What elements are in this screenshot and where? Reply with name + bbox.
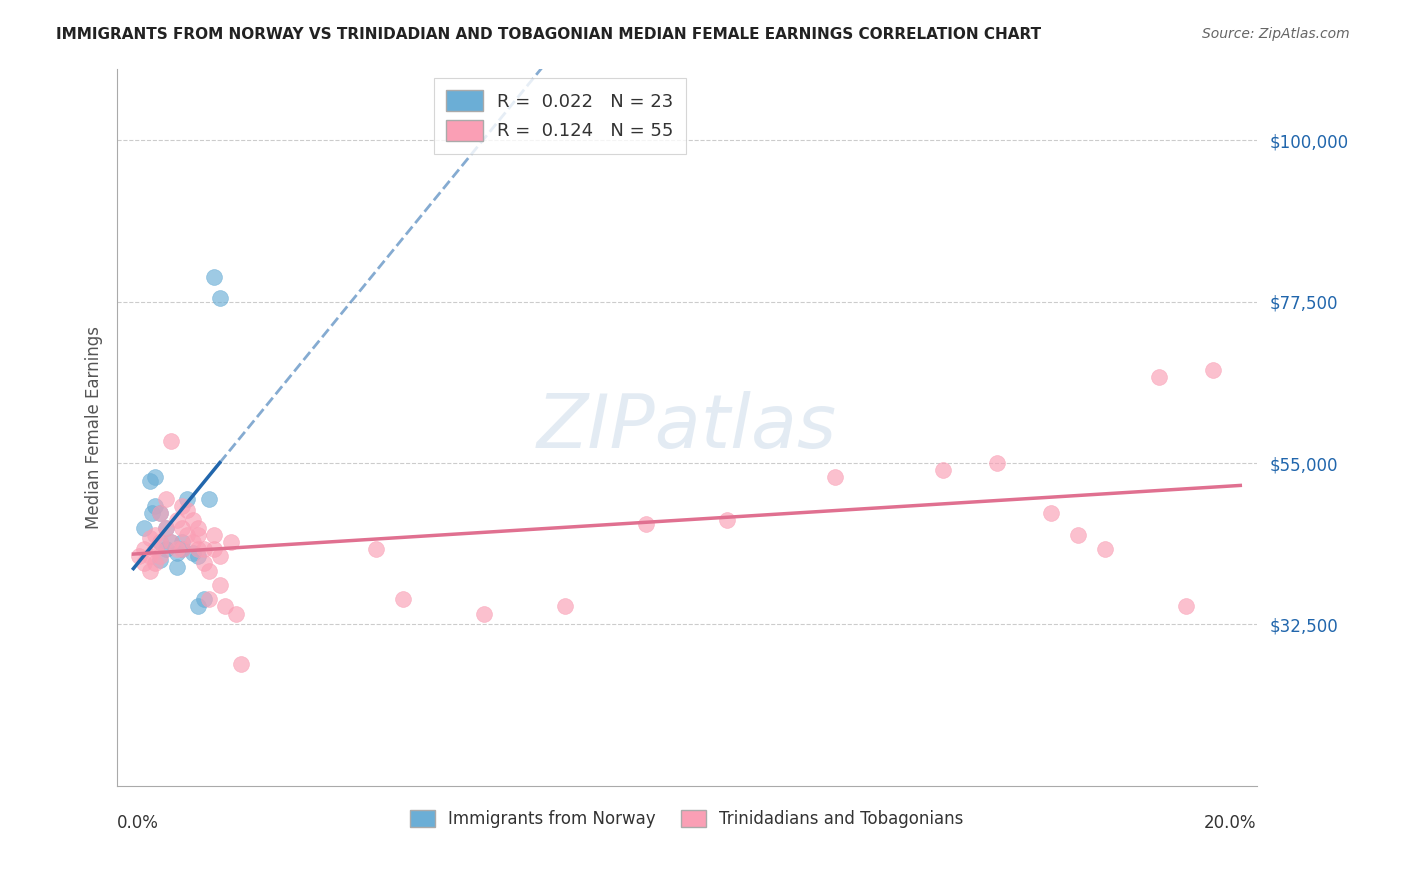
Point: [138, 532, 160, 546]
Point: [143, 542, 166, 557]
Point: [716, 513, 738, 527]
Point: [155, 542, 177, 557]
Point: [170, 542, 193, 557]
Point: [1067, 527, 1090, 541]
Point: [554, 599, 576, 614]
Point: [155, 520, 177, 534]
Point: [143, 470, 166, 484]
Point: [166, 513, 188, 527]
Point: [1040, 506, 1063, 520]
Point: [193, 557, 215, 571]
Point: [160, 434, 183, 449]
Point: [149, 553, 172, 567]
Point: [160, 535, 183, 549]
Point: [472, 607, 495, 621]
Point: [143, 557, 166, 571]
Point: [141, 506, 163, 520]
Point: [198, 491, 221, 506]
Point: [202, 527, 225, 541]
Point: [149, 535, 172, 549]
Point: [155, 491, 177, 506]
Point: [1094, 542, 1116, 557]
Point: [202, 269, 225, 284]
Point: [193, 592, 215, 607]
Point: [134, 520, 156, 534]
Point: [149, 506, 172, 520]
Point: [986, 456, 1008, 470]
Point: [231, 657, 253, 671]
Point: [225, 607, 247, 621]
Point: [170, 499, 193, 513]
Point: [134, 542, 156, 557]
Point: [187, 520, 209, 534]
Text: 0.0%: 0.0%: [117, 814, 159, 832]
Point: [932, 463, 955, 477]
Point: [176, 527, 198, 541]
Point: [170, 520, 193, 534]
Text: ZIPatlas: ZIPatlas: [537, 392, 837, 463]
Point: [138, 564, 160, 578]
Point: [138, 549, 160, 564]
Point: [392, 592, 415, 607]
Point: [170, 535, 193, 549]
Point: [198, 592, 221, 607]
Point: [1202, 363, 1225, 377]
Point: [824, 470, 846, 484]
Point: [1149, 370, 1171, 384]
Point: [208, 291, 231, 305]
Point: [198, 564, 221, 578]
Point: [208, 578, 231, 592]
Legend: Immigrants from Norway, Trinidadians and Tobagonians: Immigrants from Norway, Trinidadians and…: [404, 804, 970, 835]
Point: [176, 502, 198, 516]
Point: [187, 549, 209, 564]
Point: [181, 535, 204, 549]
Point: [214, 599, 236, 614]
Point: [170, 542, 193, 557]
Point: [155, 520, 177, 534]
Text: Source: ZipAtlas.com: Source: ZipAtlas.com: [1202, 27, 1350, 41]
Text: IMMIGRANTS FROM NORWAY VS TRINIDADIAN AND TOBAGONIAN MEDIAN FEMALE EARNINGS CORR: IMMIGRANTS FROM NORWAY VS TRINIDADIAN AN…: [56, 27, 1042, 42]
Point: [366, 542, 388, 557]
Point: [134, 557, 156, 571]
Point: [636, 516, 658, 531]
Point: [128, 549, 150, 564]
Point: [181, 546, 204, 560]
Point: [202, 542, 225, 557]
Y-axis label: Median Female Earnings: Median Female Earnings: [86, 326, 103, 529]
Point: [138, 474, 160, 488]
Point: [166, 560, 188, 574]
Point: [160, 535, 183, 549]
Text: 20.0%: 20.0%: [1204, 814, 1257, 832]
Point: [187, 527, 209, 541]
Point: [193, 542, 215, 557]
Point: [208, 549, 231, 564]
Point: [187, 599, 209, 614]
Point: [181, 513, 204, 527]
Point: [143, 527, 166, 541]
Point: [219, 535, 242, 549]
Point: [149, 535, 172, 549]
Point: [143, 499, 166, 513]
Point: [176, 491, 198, 506]
Point: [166, 542, 188, 557]
Point: [1175, 599, 1198, 614]
Point: [149, 549, 172, 564]
Point: [149, 506, 172, 520]
Point: [166, 546, 188, 560]
Point: [187, 542, 209, 557]
